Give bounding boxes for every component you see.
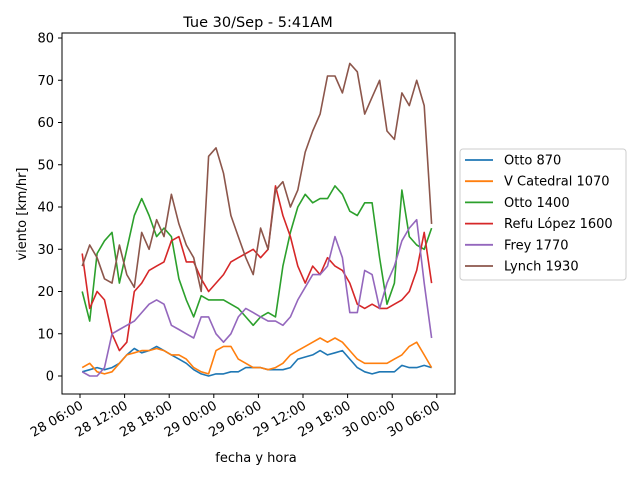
legend-label: Frey 1770 (504, 238, 569, 253)
series-line-otto-870 (81, 345, 432, 377)
y-tick-label: 30 (37, 243, 54, 258)
legend-label: Lynch 1930 (504, 260, 579, 275)
y-tick-label: 0 (46, 370, 54, 385)
legend-label: Otto 870 (504, 154, 561, 169)
x-axis-label: fecha y hora (215, 451, 296, 466)
legend-label: Refu López 1600 (504, 217, 613, 232)
series-line-frey-1770 (81, 218, 433, 377)
y-tick-label: 70 (37, 74, 54, 89)
y-tick-label: 20 (37, 285, 54, 300)
plot-area (81, 62, 433, 377)
legend-label: Otto 1400 (504, 196, 570, 211)
legend-label: V Catedral 1070 (504, 175, 610, 190)
y-axis: 0 10 20 30 40 50 60 70 80 (37, 32, 62, 385)
axes-frame (61, 32, 456, 395)
y-tick-label: 10 (37, 327, 54, 342)
y-tick-label: 50 (37, 158, 54, 173)
legend-box (459, 148, 627, 281)
y-tick-label: 40 (37, 201, 54, 216)
chart-title: Tue 30/Sep - 5:41AM (182, 15, 332, 31)
series-line-lynch-1930 (81, 62, 433, 293)
series-line-refu-l-pez-1600 (81, 185, 433, 352)
series-line-v-catedral-1070 (81, 337, 433, 375)
y-axis-label: viento [km/hr] (15, 167, 30, 260)
series-line-otto-1400 (81, 185, 433, 327)
y-tick-label: 80 (37, 32, 54, 47)
y-tick-label: 60 (37, 116, 54, 131)
legend: Otto 870 V Catedral 1070 Otto 1400 Refu Lóp… (459, 148, 627, 281)
